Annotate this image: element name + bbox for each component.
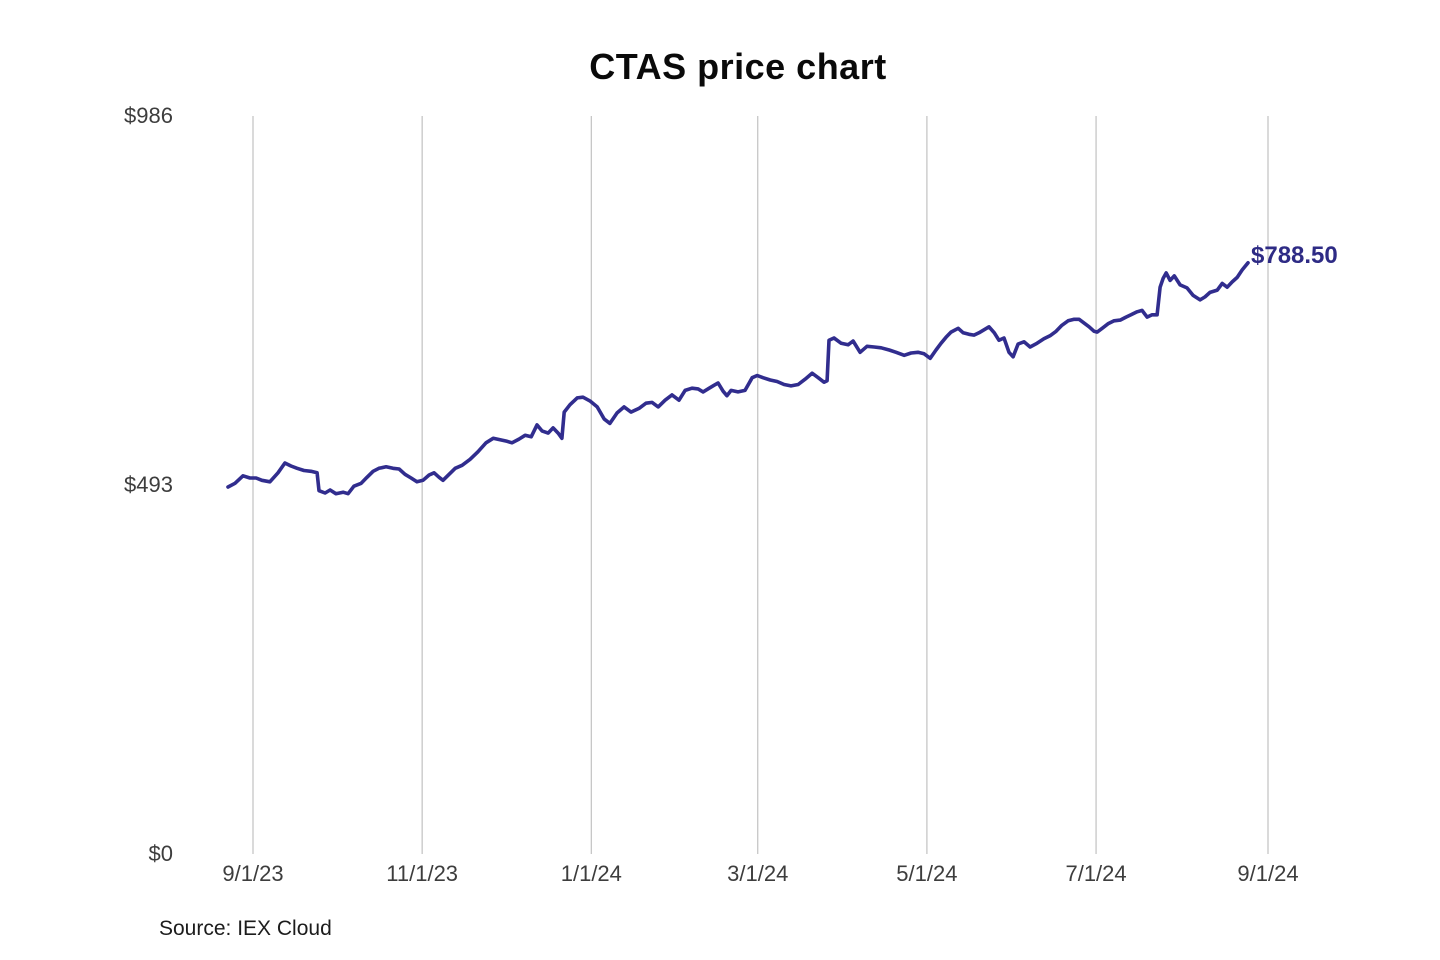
price-line (226, 260, 1250, 496)
y-tick-label: $493 (124, 472, 173, 497)
x-tick-label: 3/1/24 (727, 861, 788, 886)
y-tick-label: $986 (124, 103, 173, 128)
x-tick-label: 5/1/24 (896, 861, 957, 886)
x-tick-label: 7/1/24 (1065, 861, 1126, 886)
y-tick-label: $0 (149, 841, 173, 866)
last-price-label: $788.50 (1251, 242, 1338, 269)
x-tick-label: 9/1/23 (222, 861, 283, 886)
x-tick-label: 1/1/24 (561, 861, 622, 886)
chart-title: CTAS price chart (589, 46, 887, 87)
x-tick-label: 9/1/24 (1237, 861, 1298, 886)
source-attribution: Source: IEX Cloud (159, 917, 332, 940)
x-tick-label: 11/1/23 (386, 861, 458, 886)
